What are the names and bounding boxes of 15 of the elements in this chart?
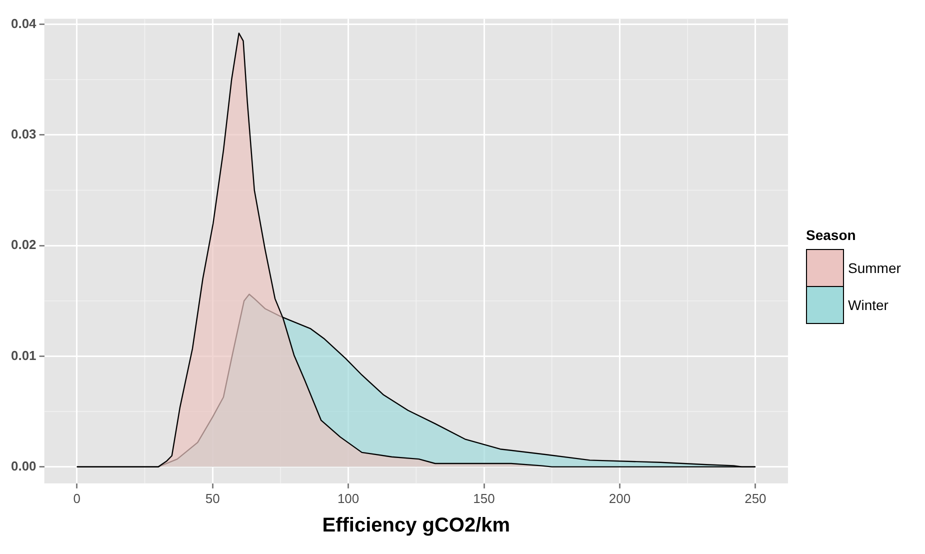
x-tick-label: 200: [608, 490, 631, 506]
text: Summer: [848, 260, 901, 276]
x-tick-label: 0: [73, 490, 80, 506]
x-tick-label: 250: [744, 490, 766, 506]
x-tick-label: 100: [337, 490, 360, 506]
x-tick-label: 150: [473, 490, 495, 506]
legend-title: Season: [806, 226, 857, 242]
x-tick-label: 50: [205, 490, 220, 506]
x-axis-title: Efficiency gCO2/km: [322, 514, 510, 537]
y-tick-label: 0.04: [10, 16, 38, 31]
y-tick-label: 0.01: [10, 348, 36, 363]
y-tick-label: 0.00: [10, 458, 36, 474]
y-tick-label: 0.03: [10, 126, 36, 142]
y-tick-label: 0.02: [10, 237, 36, 252]
text: Winter: [848, 296, 888, 312]
